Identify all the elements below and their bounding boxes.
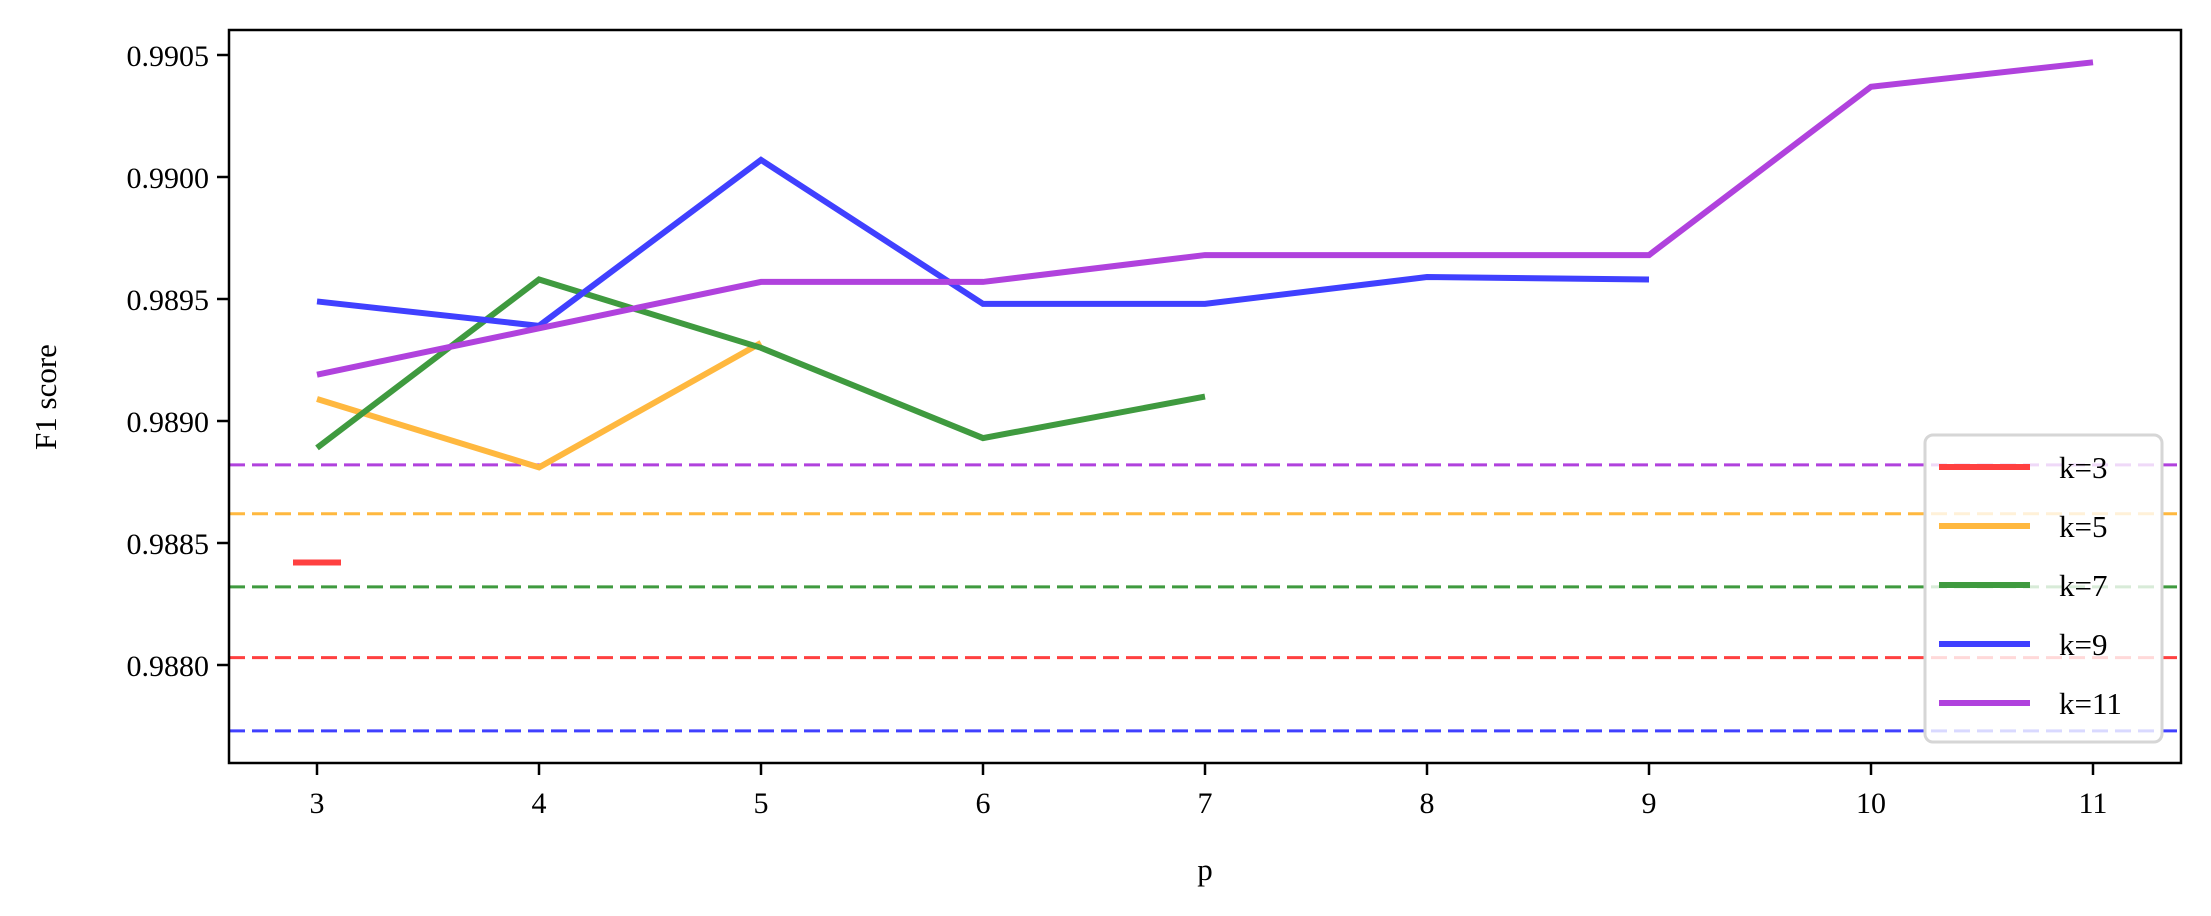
- x-tick-label: 10: [1856, 787, 1886, 820]
- y-axis-label: F1 score: [28, 344, 63, 450]
- y-tick-label: 0.9905: [127, 40, 210, 73]
- legend-label-k3: k=3: [2059, 450, 2107, 485]
- series-line-k7: [315, 276, 1206, 451]
- x-axis-label: p: [1197, 852, 1213, 887]
- x-tick-label: 6: [976, 787, 991, 820]
- plot-frame: [227, 28, 2183, 765]
- series-lines: [293, 59, 2094, 566]
- x-tick-label: 11: [2079, 787, 2108, 820]
- x-tick-label: 7: [1198, 787, 1213, 820]
- legend: k=3 k=5 k=7 k=9 k=11: [1923, 433, 2164, 744]
- series-line-k5: [316, 340, 763, 471]
- legend-label-k5: k=5: [2059, 509, 2107, 544]
- x-tick-label: 4: [532, 787, 547, 820]
- y-tick-label: 0.9885: [127, 528, 210, 561]
- legend-label-k11: k=11: [2059, 686, 2122, 721]
- x-axis-ticks: 3 4 5 6 7 8 9 10 11: [310, 763, 2108, 820]
- x-tick-label: 5: [754, 787, 769, 820]
- y-tick-label: 0.9895: [127, 284, 210, 317]
- y-axis-ticks: 0.9880 0.9885 0.9890 0.9895 0.9900 0.9905: [127, 40, 229, 683]
- y-tick-label: 0.9900: [127, 162, 210, 195]
- legend-label-k7: k=7: [2059, 568, 2107, 603]
- x-tick-label: 3: [310, 787, 325, 820]
- series-line-k9: [316, 156, 1650, 329]
- x-tick-label: 9: [1642, 787, 1657, 820]
- y-tick-label: 0.9880: [127, 650, 210, 683]
- baseline-dashed-lines: [229, 463, 2181, 733]
- legend-box: [1923, 433, 2164, 744]
- series-line-k11: [316, 59, 2094, 378]
- y-tick-label: 0.9890: [127, 406, 210, 439]
- legend-label-k9: k=9: [2059, 627, 2107, 662]
- x-tick-label: 8: [1420, 787, 1435, 820]
